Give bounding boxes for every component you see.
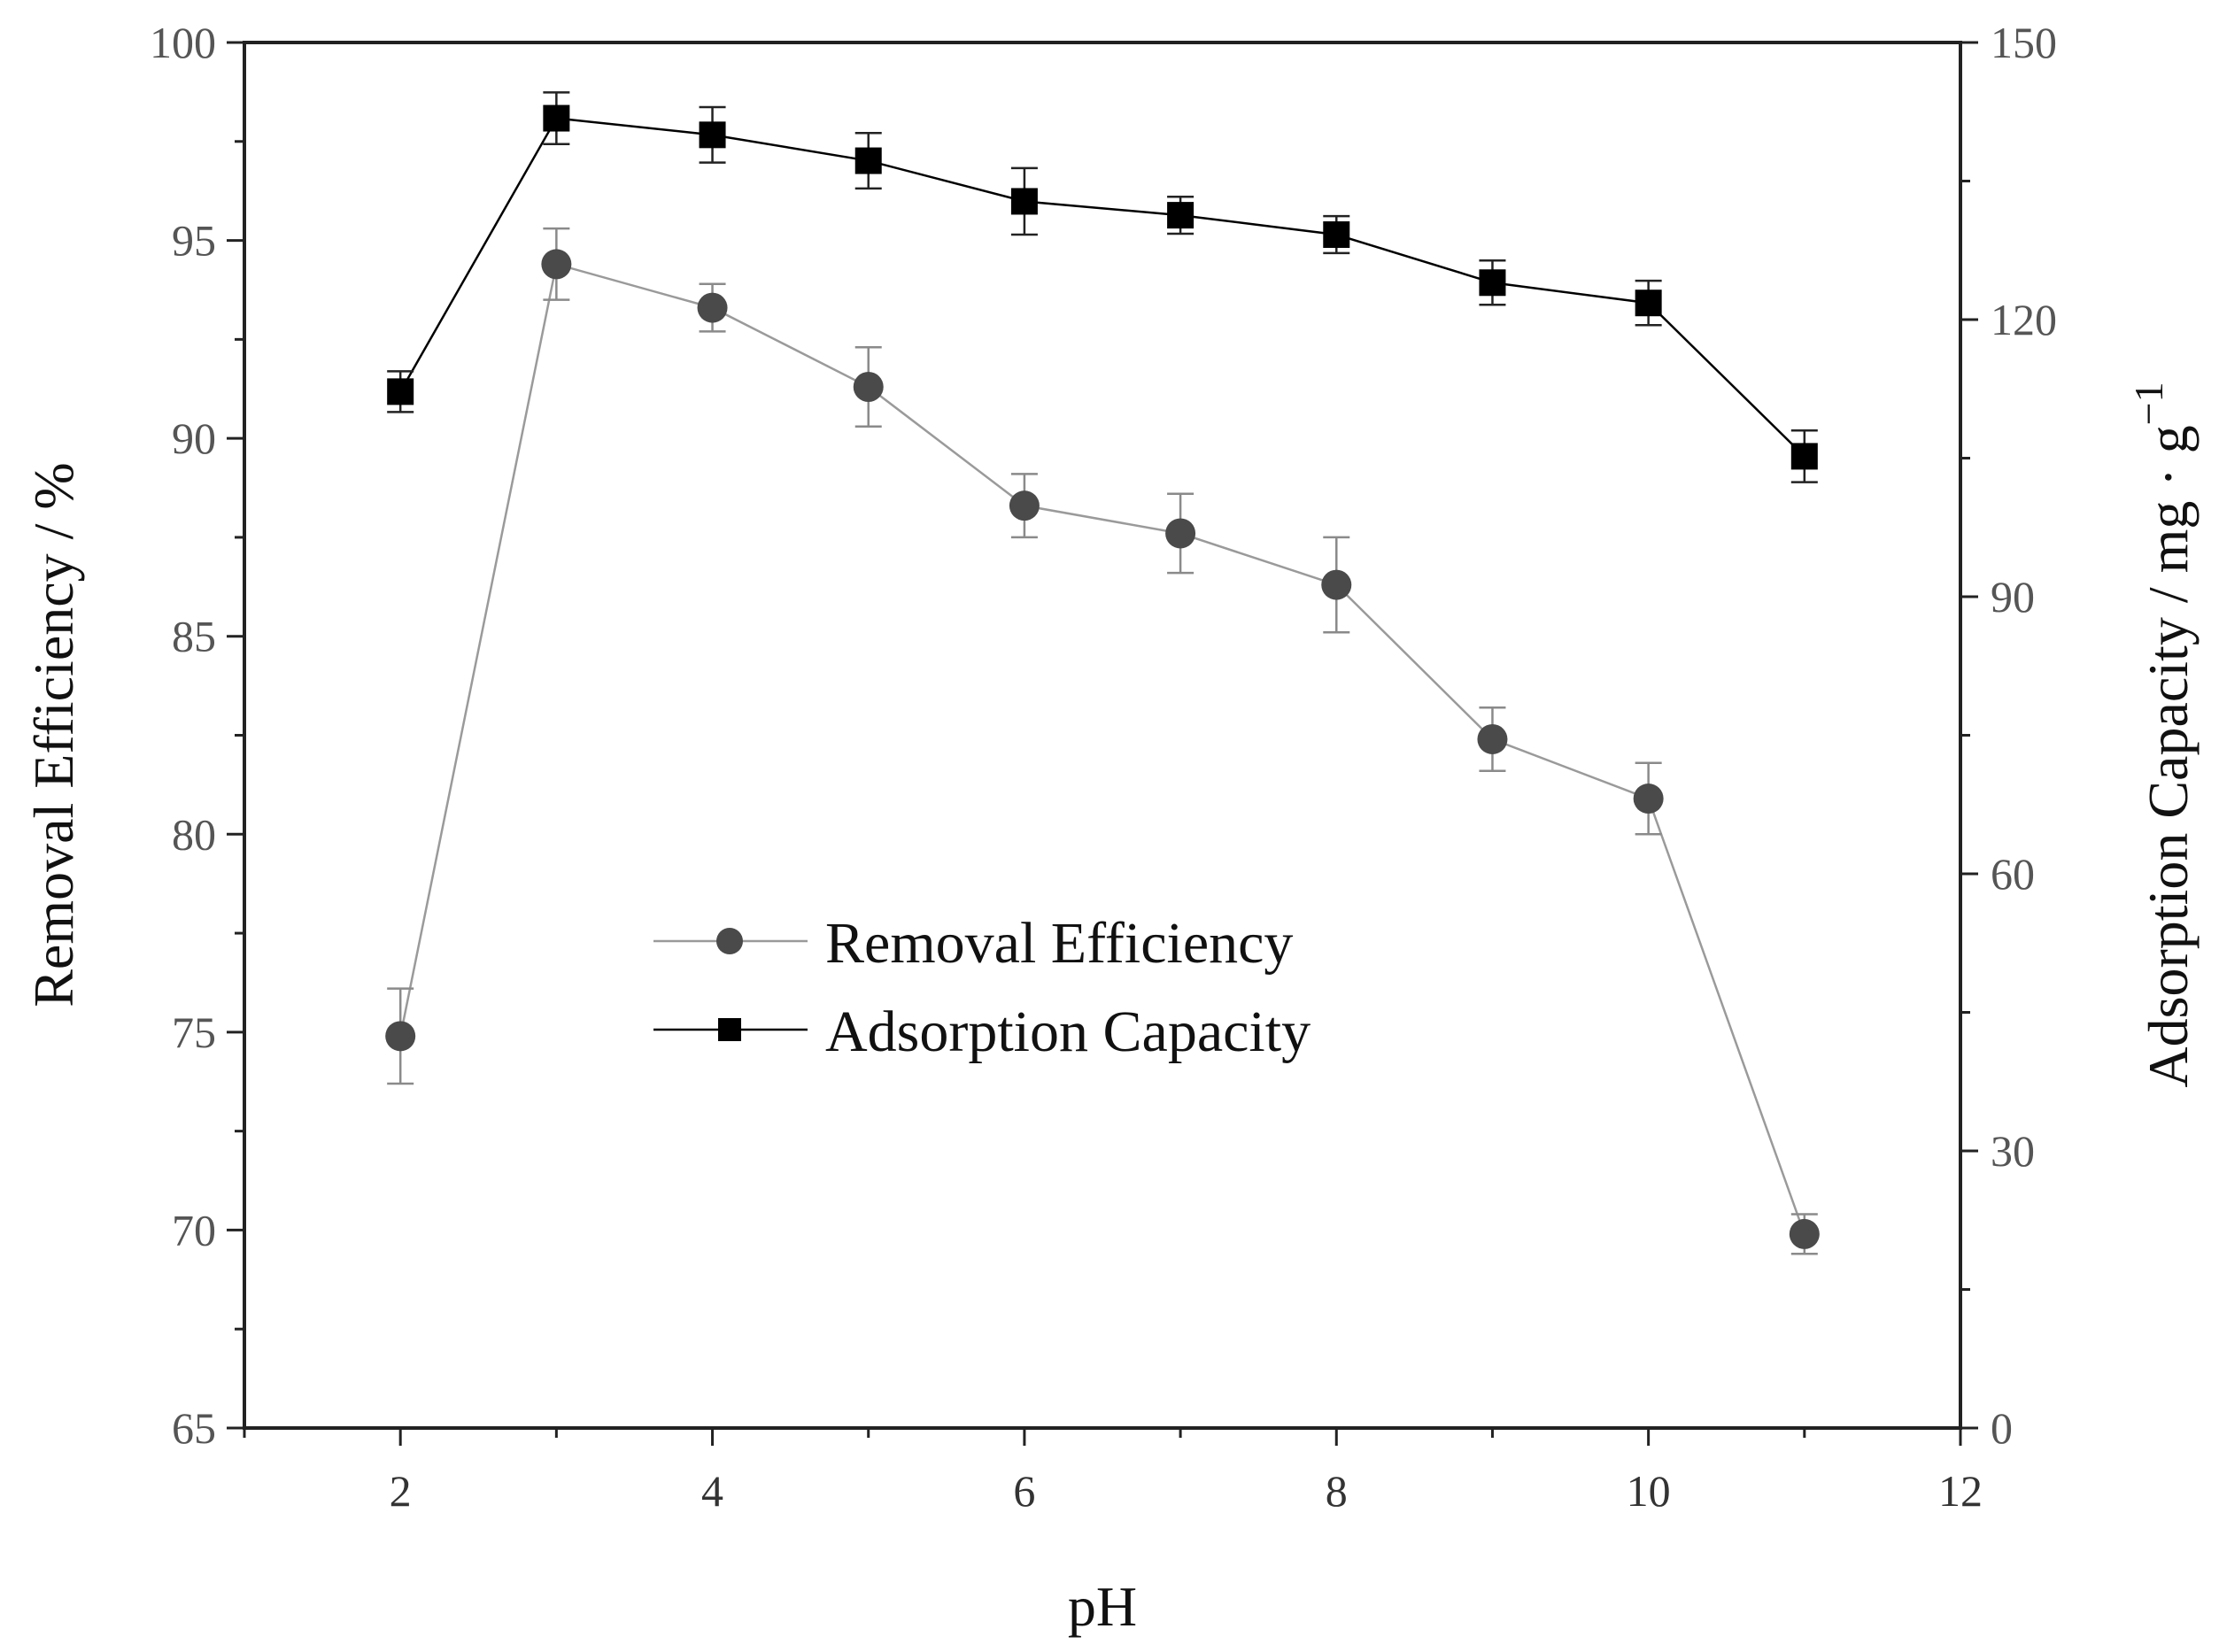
data-point (1477, 723, 1508, 754)
y-right-tick-label-30: 30 (1991, 1126, 2035, 1176)
y-left-tick-label-90: 90 (172, 413, 216, 463)
x-axis-title: pH (1068, 1575, 1137, 1638)
y-left-tick-label-95: 95 (172, 216, 216, 266)
series-adsorption-capacity (387, 91, 1818, 483)
y-left-tick-label-70: 70 (172, 1205, 216, 1254)
tick-marks (227, 41, 1978, 1446)
x-tick-label-4: 4 (701, 1466, 723, 1516)
y-right-tick-label-150: 150 (1991, 18, 2057, 67)
x-tick-label-6: 6 (1013, 1466, 1035, 1516)
data-point (1789, 1218, 1820, 1249)
data-point (1167, 202, 1195, 229)
y-right-tick-label-0: 0 (1991, 1403, 2013, 1453)
legend-marker-removal-efficiency (716, 928, 743, 954)
x-tick-label-2: 2 (390, 1466, 412, 1516)
y-left-tick-label-80: 80 (172, 809, 216, 859)
legend-marker-adsorption-capacity (718, 1018, 741, 1041)
data-point (1009, 490, 1040, 521)
y-left-tick-label-65: 65 (172, 1403, 216, 1453)
data-point (387, 378, 414, 405)
data-point (1633, 784, 1664, 814)
data-point (854, 147, 882, 174)
data-point (385, 1021, 416, 1052)
y-left-tick-label-100: 100 (150, 18, 216, 67)
y-right-tick-label-120: 120 (1991, 295, 2057, 344)
legend-label-adsorption-capacity: Adsorption Capacity (825, 1000, 1311, 1064)
x-tick-label-8: 8 (1326, 1466, 1348, 1516)
legend: Removal Efficiency Adsorption Capacity (653, 911, 1311, 1064)
y-axis-title-right-exponent: −1 (2126, 382, 2171, 425)
plot-frame (243, 41, 1962, 1430)
data-point (1323, 221, 1350, 249)
data-point (541, 249, 572, 280)
legend-label-removal-efficiency: Removal Efficiency (825, 911, 1293, 976)
data-point (1010, 188, 1038, 215)
data-point (1321, 569, 1352, 600)
x-tick-label-12: 12 (1938, 1466, 1983, 1516)
axis-labels: 2 4 6 8 10 12 65 70 75 80 85 90 95 100 0 30 60 90 120 150 (150, 18, 2057, 1516)
y-right-tick-label-60: 60 (1991, 849, 2035, 899)
x-tick-label-10: 10 (1627, 1466, 1671, 1516)
series-line-removal-efficiency (398, 262, 1805, 1235)
y-left-tick-label-75: 75 (172, 1007, 216, 1057)
data-point (1790, 443, 1818, 470)
data-point (699, 121, 726, 149)
data-point (543, 104, 570, 132)
y-axis-title-left: Removal Efficiency / % (22, 462, 85, 1007)
y-axis-title-right-main: Adsorption Capacity / mg · g (2137, 425, 2200, 1087)
data-point (853, 372, 884, 403)
data-point (1165, 518, 1196, 549)
series-layer (385, 91, 1820, 1255)
data-point (1635, 289, 1662, 317)
series-line-adsorption-capacity (399, 117, 1805, 458)
y-axis-title-right: Adsorption Capacity / mg · g−1 (2126, 382, 2200, 1087)
data-point (1479, 269, 1506, 297)
series-removal-efficiency (385, 227, 1820, 1255)
y-left-tick-label-85: 85 (172, 612, 216, 661)
y-right-tick-label-90: 90 (1991, 572, 2035, 621)
data-point (697, 292, 728, 323)
